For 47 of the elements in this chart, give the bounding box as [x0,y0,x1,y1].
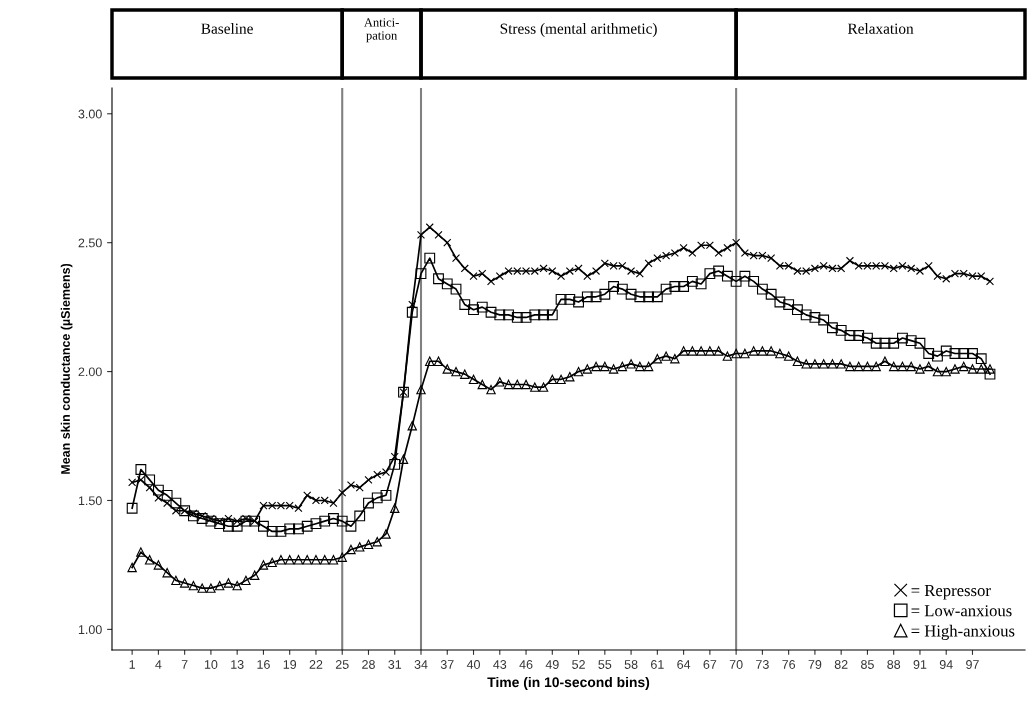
x-tick-label: 55 [598,660,612,669]
y-tick-label: 1.00 [78,625,102,635]
x-tick-label: 79 [808,660,822,669]
x-tick-label: 94 [939,660,953,669]
x-tick-label: 25 [335,660,349,669]
x-tick-label: 61 [651,660,664,669]
text: Antici- pation [364,18,399,43]
x-tick-label: 37 [440,660,454,669]
x-tick-label: 70 [729,660,743,669]
x-tick-label: 4 [155,660,162,669]
x-tick-label: 73 [756,660,769,669]
x-tick-label: 97 [966,660,979,669]
x-tick-label: 52 [572,660,585,669]
x-tick-label: 67 [703,660,717,669]
x-tick-label: 49 [545,660,559,669]
x-tick-label: 22 [309,660,323,669]
x-tick-label: 19 [283,660,297,669]
x-axis-title: Time (in 10-second bins) [487,676,650,690]
y-tick-label: 3.00 [78,109,102,119]
x-tick-label: 13 [231,660,244,669]
text: Relaxation [847,23,914,34]
text: Baseline [201,23,253,34]
x-tick-label: 16 [257,660,270,669]
x-tick-label: 7 [181,660,188,669]
x-tick-label: 91 [913,660,927,669]
x-tick-label: 85 [861,660,874,669]
x-tick-label: 1 [129,660,135,669]
x-tick-label: 43 [493,660,507,669]
x-tick-label: 31 [388,660,402,669]
x-tick-label: 34 [414,660,428,669]
y-tick-label: 1.50 [78,496,102,506]
x-tick-label: 82 [834,660,848,669]
y-axis-title: Mean skin conductance (µSiemens) [60,263,73,474]
text: Stress (mental arithmetic) [500,23,657,37]
x-tick-label: 46 [519,660,533,669]
x-tick-label: 76 [782,660,796,669]
x-tick-label: 88 [887,660,901,669]
x-tick-label: 10 [204,660,218,669]
x-tick-label: 40 [466,660,480,669]
x-tick-label: 58 [624,660,638,669]
legend-label: = Repressor [911,585,991,600]
legend-label: = High-anxious [911,624,1015,640]
y-tick-label: 2.00 [78,367,102,377]
legend-label: = Low-anxious [911,605,1012,617]
x-tick-label: 64 [677,660,691,669]
x-tick-label: 28 [362,660,375,669]
y-tick-label: 2.50 [78,238,102,248]
